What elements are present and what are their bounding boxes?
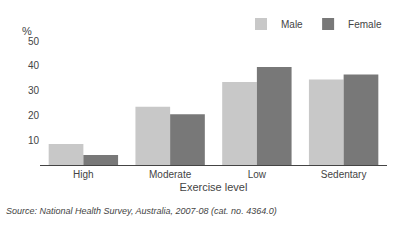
svg-text:Sedentary: Sedentary (321, 169, 367, 180)
svg-text:%: % (22, 25, 32, 37)
svg-text:Moderate: Moderate (149, 169, 192, 180)
svg-text:30: 30 (28, 85, 40, 96)
svg-text:Source: National Health Survey: Source: National Health Survey, Australi… (6, 206, 277, 216)
svg-text:High: High (73, 169, 94, 180)
svg-text:20: 20 (28, 110, 40, 121)
svg-text:Exercise level: Exercise level (180, 181, 248, 193)
svg-text:Low: Low (248, 169, 267, 180)
svg-text:Female: Female (348, 19, 382, 30)
svg-text:Male: Male (281, 19, 303, 30)
svg-text:50: 50 (28, 36, 40, 47)
svg-text:10: 10 (28, 135, 40, 146)
svg-text:40: 40 (28, 60, 40, 71)
